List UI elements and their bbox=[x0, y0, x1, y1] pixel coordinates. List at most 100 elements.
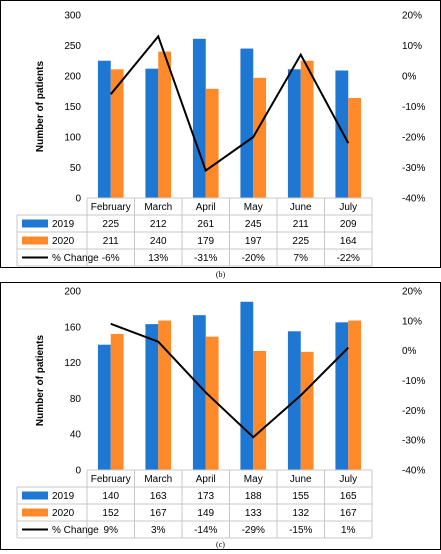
data-table-value: 225 bbox=[102, 219, 119, 230]
data-table-value: -31% bbox=[194, 253, 217, 264]
chart-b-svg: 0 50 100 150 200 250 300 -40% -30% -20% -10% 0% 10% 2… bbox=[16, 11, 425, 267]
data-table-value: 164 bbox=[340, 236, 357, 247]
x-category-label: February bbox=[91, 474, 131, 485]
y-tick-label: 40 bbox=[70, 430, 82, 441]
legend-swatch-2019 bbox=[22, 219, 48, 228]
y-tick-label: 160 bbox=[64, 322, 81, 333]
legend-swatch-2020 bbox=[22, 236, 48, 245]
data-table-value: 188 bbox=[245, 491, 262, 502]
data-table-value: 211 bbox=[103, 236, 119, 247]
bar-2019 bbox=[240, 301, 254, 470]
bar-2019 bbox=[97, 60, 111, 198]
data-table-value: 7% bbox=[294, 253, 309, 264]
x-category-label: May bbox=[244, 202, 263, 213]
y-tick-label: 80 bbox=[70, 394, 82, 405]
x-category-label: June bbox=[290, 474, 312, 485]
legend-label: 2019 bbox=[52, 219, 75, 230]
data-table-value: 167 bbox=[150, 508, 167, 519]
data-table-value: 9% bbox=[104, 525, 119, 536]
y-tick-label: 0 bbox=[75, 194, 81, 205]
data-table-value: 179 bbox=[197, 236, 214, 247]
data-table-value: 167 bbox=[340, 508, 357, 519]
chart-panel-c: 0 40 80 120 160 200 -40% -30% -20% -10% 0% 10% 20% Nu… bbox=[0, 282, 441, 550]
plot-area: 0 40 80 120 160 200 -40% -30% -20% -10% 0% 10% 20% Nu… bbox=[16, 287, 425, 539]
caption-b: (b) bbox=[215, 270, 226, 279]
x-category-label: April bbox=[196, 474, 216, 485]
data-table-value: 173 bbox=[197, 491, 214, 502]
data-table-value: 13% bbox=[148, 253, 168, 264]
data-table-value: 152 bbox=[102, 508, 119, 519]
bar-2019 bbox=[192, 38, 206, 198]
y-tick-label: 300 bbox=[64, 11, 81, 22]
y-tick-label: 200 bbox=[64, 287, 81, 298]
y2-tick-label: 10% bbox=[402, 316, 422, 327]
y-tick-label: 120 bbox=[64, 358, 81, 369]
data-table-value: -15% bbox=[289, 525, 312, 536]
legend-label: 2020 bbox=[52, 508, 75, 519]
bar-2020 bbox=[253, 77, 267, 198]
x-category-label: June bbox=[290, 202, 312, 213]
bar-2020 bbox=[348, 97, 362, 198]
bar-2020 bbox=[205, 336, 219, 470]
y-tick-label: 150 bbox=[64, 102, 81, 113]
chart-c-svg: 0 40 80 120 160 200 -40% -30% -20% -10% 0% 10% 20% Nu… bbox=[16, 287, 425, 539]
change-line bbox=[110, 322, 349, 439]
y2-tick-label: -30% bbox=[402, 436, 425, 447]
y-axis-title: Number of patients bbox=[35, 335, 46, 427]
y2-tick-label: -20% bbox=[402, 406, 425, 417]
caption-c: (c) bbox=[216, 540, 225, 549]
legend-swatch-2019 bbox=[22, 491, 48, 500]
y-tick-label: 200 bbox=[64, 72, 81, 83]
bar-2020 bbox=[158, 51, 172, 198]
bar-2020 bbox=[348, 320, 362, 470]
y-tick-label: 0 bbox=[75, 466, 81, 477]
y2-tick-label: 20% bbox=[402, 287, 422, 298]
y2-tick-label: 20% bbox=[402, 11, 422, 22]
bar-2019 bbox=[287, 69, 301, 198]
x-category-label: April bbox=[196, 202, 216, 213]
y2-tick-label: -10% bbox=[402, 102, 425, 113]
data-table-value: 225 bbox=[292, 236, 309, 247]
bar-2019 bbox=[192, 315, 206, 470]
bar-2019 bbox=[335, 70, 349, 198]
legend-label: % Change bbox=[52, 253, 99, 264]
bar-2019 bbox=[145, 324, 159, 470]
y-axis-title: Number of patients bbox=[35, 61, 46, 153]
data-table-value: -6% bbox=[102, 253, 120, 264]
data-table-value: 240 bbox=[150, 236, 167, 247]
bar-2020 bbox=[205, 88, 219, 198]
legend-swatch-2020 bbox=[22, 508, 48, 517]
data-table-value: 155 bbox=[292, 491, 309, 502]
x-category-label: March bbox=[144, 202, 172, 213]
bar-2020 bbox=[300, 351, 314, 470]
x-category-label: May bbox=[244, 474, 263, 485]
data-table-value: 163 bbox=[150, 491, 167, 502]
bar-2020 bbox=[158, 320, 172, 470]
bar-2020 bbox=[300, 60, 314, 198]
y-tick-label: 50 bbox=[70, 163, 82, 174]
bar-2020 bbox=[110, 69, 124, 198]
bar-2020 bbox=[253, 350, 267, 470]
data-table-value: 132 bbox=[292, 508, 309, 519]
bar-2019 bbox=[240, 48, 254, 198]
legend-label: 2020 bbox=[52, 236, 75, 247]
y2-tick-label: 0% bbox=[402, 346, 417, 357]
data-table-value: 197 bbox=[245, 236, 262, 247]
data-table-value: -14% bbox=[194, 525, 217, 536]
legend-label: 2019 bbox=[52, 491, 75, 502]
data-table-value: 209 bbox=[340, 219, 357, 230]
y-tick-label: 250 bbox=[64, 41, 81, 52]
data-table-value: 149 bbox=[197, 508, 214, 519]
bar-2019 bbox=[335, 322, 349, 470]
data-table-value: 1% bbox=[341, 525, 356, 536]
chart-panel-b: 0 50 100 150 200 250 300 -40% -30% -20% -10% 0% 10% 2… bbox=[0, 0, 441, 268]
y2-tick-label: -40% bbox=[402, 466, 425, 477]
legend-label: % Change bbox=[52, 525, 99, 536]
bar-2020 bbox=[110, 333, 124, 470]
data-table-value: -22% bbox=[337, 253, 360, 264]
x-category-label: March bbox=[144, 474, 172, 485]
y2-tick-label: -30% bbox=[402, 163, 425, 174]
y2-tick-label: 0% bbox=[402, 72, 417, 83]
data-table-value: 245 bbox=[245, 219, 262, 230]
